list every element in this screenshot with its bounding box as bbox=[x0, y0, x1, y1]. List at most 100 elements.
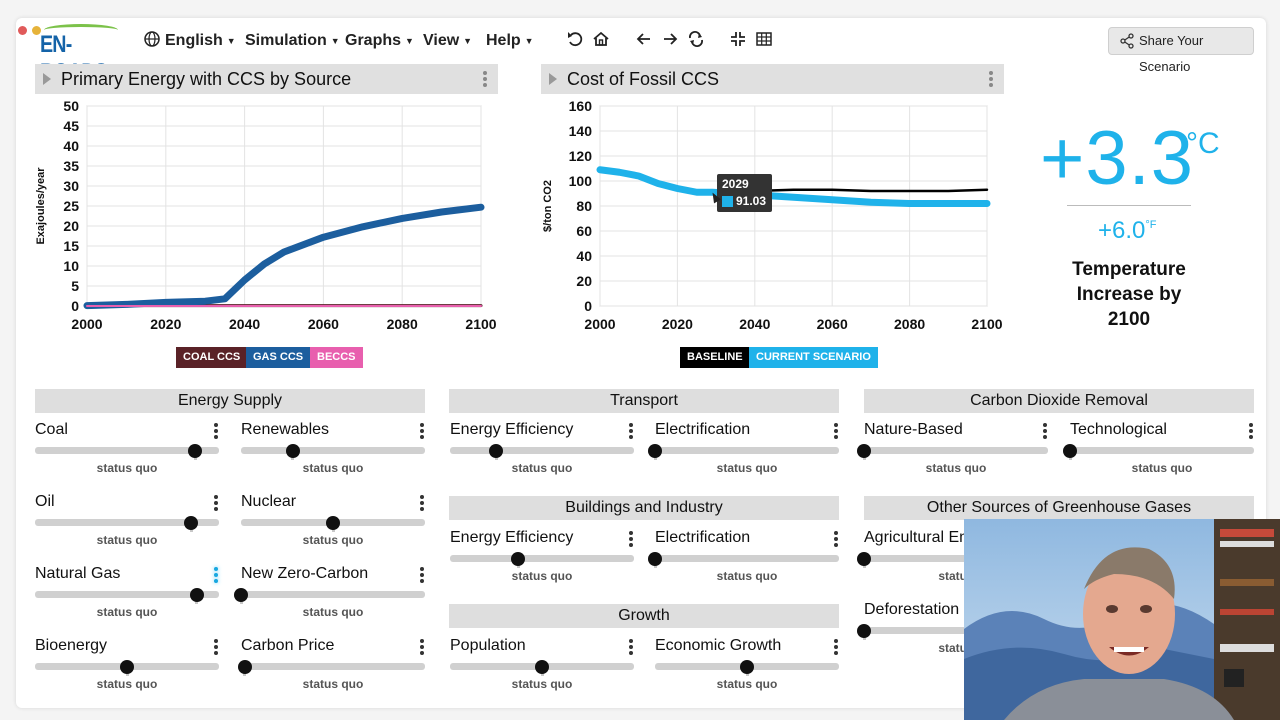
slider-thumb[interactable] bbox=[740, 660, 754, 674]
grid-icon[interactable] bbox=[754, 30, 774, 50]
collapse-icon[interactable] bbox=[728, 30, 748, 50]
slider-thumb[interactable] bbox=[234, 588, 248, 602]
slider-thumb[interactable] bbox=[237, 660, 252, 674]
control-more-icon[interactable] bbox=[833, 530, 839, 548]
slider-track[interactable] bbox=[241, 591, 425, 598]
slider-thumb[interactable] bbox=[120, 660, 134, 674]
slider-thumb[interactable] bbox=[285, 444, 300, 458]
menu-graphs[interactable]: Graphs ▼ bbox=[345, 30, 414, 52]
legend-gas-ccs[interactable]: GAS CCS bbox=[246, 347, 311, 368]
expand-triangle-icon[interactable] bbox=[549, 73, 557, 85]
slider-thumb[interactable] bbox=[189, 588, 204, 602]
menu-help[interactable]: Help ▼ bbox=[486, 30, 534, 52]
control-energy-supply-new-zero-carbon: New Zero-Carbon status quo bbox=[234, 564, 425, 626]
control-more-icon[interactable] bbox=[213, 638, 219, 656]
x-tick-label: 2040 bbox=[229, 316, 260, 332]
slider-track[interactable] bbox=[35, 519, 219, 526]
control-more-icon[interactable] bbox=[628, 638, 634, 656]
cost-fossil-ccs-chart[interactable]: 2000 2020 2040 2060 2080 21000204060801001201… bbox=[538, 96, 1018, 336]
slider-track[interactable] bbox=[655, 555, 839, 562]
slider-thumb[interactable] bbox=[648, 444, 662, 458]
graph1-more-icon[interactable] bbox=[482, 70, 488, 88]
y-tick-label: 20 bbox=[576, 273, 592, 289]
slider-track[interactable] bbox=[864, 627, 1048, 634]
control-label: Nature-Based bbox=[864, 421, 963, 438]
slider-thumb[interactable] bbox=[511, 552, 526, 566]
menu-simulation[interactable]: Simulation ▼ bbox=[245, 30, 340, 52]
slider-thumb[interactable] bbox=[1063, 444, 1077, 458]
control-more-icon[interactable] bbox=[1248, 422, 1254, 440]
menu-graphs-label: Graphs bbox=[345, 32, 402, 50]
y-tick-label: 140 bbox=[569, 123, 593, 139]
section-buildings-industry: Buildings and Industry bbox=[449, 496, 839, 520]
control-more-icon[interactable] bbox=[213, 422, 219, 440]
control-energy-supply-coal: Coal status quo bbox=[35, 420, 219, 482]
share-scenario-label: Share Your Scenario bbox=[1139, 33, 1204, 74]
control-more-icon[interactable] bbox=[1042, 422, 1048, 440]
legend-coal-ccs[interactable]: COAL CCS bbox=[176, 347, 248, 368]
x-tick-label: 2060 bbox=[308, 316, 339, 332]
legend-beccs[interactable]: BECCS bbox=[310, 347, 363, 368]
redo-icon[interactable] bbox=[686, 30, 706, 50]
control-more-icon[interactable] bbox=[833, 422, 839, 440]
graph2-more-icon[interactable] bbox=[988, 70, 994, 88]
legend-current-scenario[interactable]: CURRENT SCENARIO bbox=[749, 347, 878, 368]
section-growth: Growth bbox=[449, 604, 839, 628]
slider-track[interactable] bbox=[241, 447, 425, 454]
slider-track[interactable] bbox=[35, 591, 219, 598]
share-scenario-button[interactable]: Share Your Scenario bbox=[1108, 27, 1254, 74]
slider-track[interactable] bbox=[864, 447, 1048, 454]
slider-track[interactable] bbox=[450, 447, 634, 454]
control-more-icon[interactable] bbox=[419, 422, 425, 440]
control-more-icon[interactable] bbox=[628, 530, 634, 548]
menu-language[interactable]: English ▼ bbox=[144, 30, 236, 52]
slider-track[interactable] bbox=[241, 663, 425, 670]
slider-thumb[interactable] bbox=[489, 444, 503, 458]
slider-thumb[interactable] bbox=[857, 444, 871, 458]
slider-track[interactable] bbox=[655, 447, 839, 454]
control-more-icon[interactable] bbox=[213, 566, 219, 584]
home-icon[interactable] bbox=[591, 30, 611, 50]
expand-triangle-icon[interactable] bbox=[43, 73, 51, 85]
status-quo-label: status quo bbox=[511, 569, 573, 583]
en-roads-logo[interactable]: EN-ROADS bbox=[40, 24, 122, 86]
control-label: Electrification bbox=[655, 529, 751, 546]
slider-track[interactable] bbox=[450, 555, 634, 562]
control-more-icon[interactable] bbox=[833, 638, 839, 656]
control-more-icon[interactable] bbox=[628, 422, 634, 440]
undo-icon[interactable] bbox=[565, 30, 585, 50]
status-quo-label: status quo bbox=[302, 533, 364, 547]
slider-thumb[interactable] bbox=[535, 660, 549, 674]
menu-view[interactable]: View ▼ bbox=[423, 30, 472, 52]
slider-track[interactable] bbox=[35, 447, 219, 454]
slider-thumb[interactable] bbox=[648, 552, 662, 566]
slider-thumb[interactable] bbox=[857, 624, 871, 638]
control-cdr-technological: Technological status quo bbox=[1063, 420, 1254, 482]
control-more-icon[interactable] bbox=[419, 494, 425, 512]
status-quo-label: status quo bbox=[511, 677, 573, 691]
back-arrow-icon[interactable] bbox=[634, 30, 654, 50]
control-more-icon[interactable] bbox=[419, 638, 425, 656]
slider-thumb[interactable] bbox=[857, 552, 871, 566]
chevron-down-icon: ▼ bbox=[330, 36, 340, 46]
control-more-icon[interactable] bbox=[419, 566, 425, 584]
control-more-icon[interactable] bbox=[213, 494, 219, 512]
status-quo-label: status quo bbox=[716, 569, 778, 583]
graph2-header[interactable]: Cost of Fossil CCS bbox=[541, 64, 1004, 94]
window-close-dot[interactable] bbox=[18, 26, 27, 35]
tooltip-swatch bbox=[722, 196, 733, 207]
control-label: Agricultural Em bbox=[864, 529, 973, 546]
control-label: Energy Efficiency bbox=[450, 421, 574, 438]
graph1-header[interactable]: Primary Energy with CCS by Source bbox=[35, 64, 498, 94]
slider-thumb[interactable] bbox=[326, 516, 340, 530]
fahrenheit-unit: °F bbox=[1145, 219, 1157, 231]
legend-baseline[interactable]: BASELINE bbox=[680, 347, 750, 368]
forward-arrow-icon[interactable] bbox=[660, 30, 680, 50]
tooltip-value: 91.03 bbox=[736, 194, 767, 208]
slider-thumb[interactable] bbox=[188, 444, 203, 458]
primary-energy-ccs-chart[interactable]: 2000 2020 2040 2060 2080 2100 0 5 10 15 20 25 30 35 40… bbox=[30, 96, 510, 336]
window-minimize-dot[interactable] bbox=[32, 26, 41, 35]
slider-track[interactable] bbox=[1070, 447, 1254, 454]
slider-thumb[interactable] bbox=[184, 516, 199, 530]
slider-track[interactable] bbox=[864, 555, 1048, 562]
